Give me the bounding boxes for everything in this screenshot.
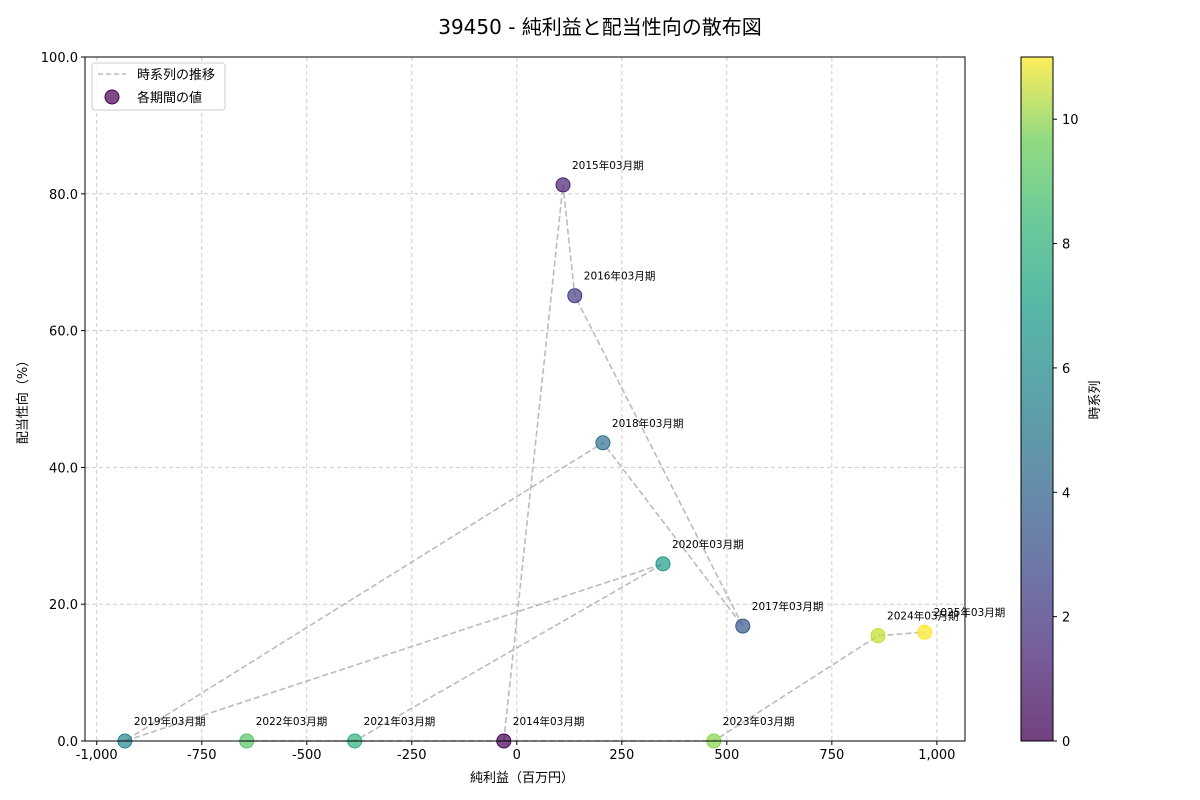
trend-polyline xyxy=(124,184,925,742)
chart-title: 39450 - 純利益と配当性向の散布図 xyxy=(438,15,762,39)
point-label: 2020年03月期 xyxy=(672,538,744,551)
x-tick-label: 1,000 xyxy=(918,748,955,763)
y-tick-label: 60.0 xyxy=(49,325,78,340)
colorbar-tick-label: 10 xyxy=(1062,113,1079,128)
x-tick-label: 750 xyxy=(819,748,844,763)
point-label: 2025年03月期 xyxy=(934,606,1006,619)
colorbar-label: 時系列 xyxy=(1088,380,1103,419)
colorbar-tick-label: 0 xyxy=(1062,735,1070,750)
data-point xyxy=(595,435,611,451)
y-tick-label: 100.0 xyxy=(41,51,78,66)
colorbar: 0 2 4 6 8 10 時系列 xyxy=(1020,56,1103,750)
x-tick-label: 250 xyxy=(609,748,634,763)
trend-line xyxy=(124,184,925,742)
colorbar-tick-label: 8 xyxy=(1062,238,1070,253)
x-tick-label: 500 xyxy=(714,748,739,763)
y-tick-label: 20.0 xyxy=(49,598,78,613)
x-tick-label: 0 xyxy=(513,748,521,763)
colorbar-gradient xyxy=(1020,56,1054,742)
data-point xyxy=(870,628,886,644)
legend-label-values: 各期間の値 xyxy=(137,90,202,106)
point-label: 2024年03月期 xyxy=(887,610,959,623)
x-tick-label: -500 xyxy=(292,748,322,763)
data-point xyxy=(735,618,751,634)
x-axis-label: 純利益（百万円） xyxy=(470,771,574,786)
legend-label-trend: 時系列の推移 xyxy=(137,68,215,83)
point-label: 2016年03月期 xyxy=(584,270,656,283)
y-tick-label: 80.0 xyxy=(49,188,78,203)
plot-frame xyxy=(84,56,966,742)
point-label: 2017年03月期 xyxy=(752,600,824,613)
point-label: 2015年03月期 xyxy=(572,159,644,172)
points: 2014年03月期 2015年03月期 2016年03月期 2017年03月期 2018… xyxy=(117,159,1006,749)
y-tick-label: 40.0 xyxy=(49,461,78,476)
point-label: 2022年03月期 xyxy=(256,715,328,728)
x-tick-label: -1,000 xyxy=(76,748,118,763)
data-point xyxy=(555,177,571,193)
point-label: 2018年03月期 xyxy=(612,417,684,430)
point-label: 2021年03月期 xyxy=(364,715,436,728)
grid xyxy=(85,56,965,742)
point-label: 2014年03月期 xyxy=(513,715,585,728)
point-label: 2019年03月期 xyxy=(134,715,206,728)
legend-marker-swatch xyxy=(104,89,120,105)
colorbar-tick-label: 2 xyxy=(1062,611,1070,626)
x-tick-label: -250 xyxy=(397,748,427,763)
data-point xyxy=(655,556,671,572)
x-tick-label: -750 xyxy=(187,748,217,763)
axis-ticks: -1,000 -750 -500 -250 0 250 500 750 1,000 0.0 20.0… xyxy=(41,51,956,763)
y-tick-label: 0.0 xyxy=(57,735,78,750)
data-point xyxy=(917,624,933,640)
data-point xyxy=(567,288,583,304)
colorbar-tick-label: 4 xyxy=(1062,486,1070,501)
colorbar-tick-label: 6 xyxy=(1062,362,1070,377)
y-axis-label: 配当性向（%） xyxy=(15,354,31,444)
point-label: 2023年03月期 xyxy=(723,715,795,728)
colorbar-ticks: 0 2 4 6 8 10 xyxy=(1053,113,1079,750)
legend: 時系列の推移 各期間の値 xyxy=(91,62,226,111)
